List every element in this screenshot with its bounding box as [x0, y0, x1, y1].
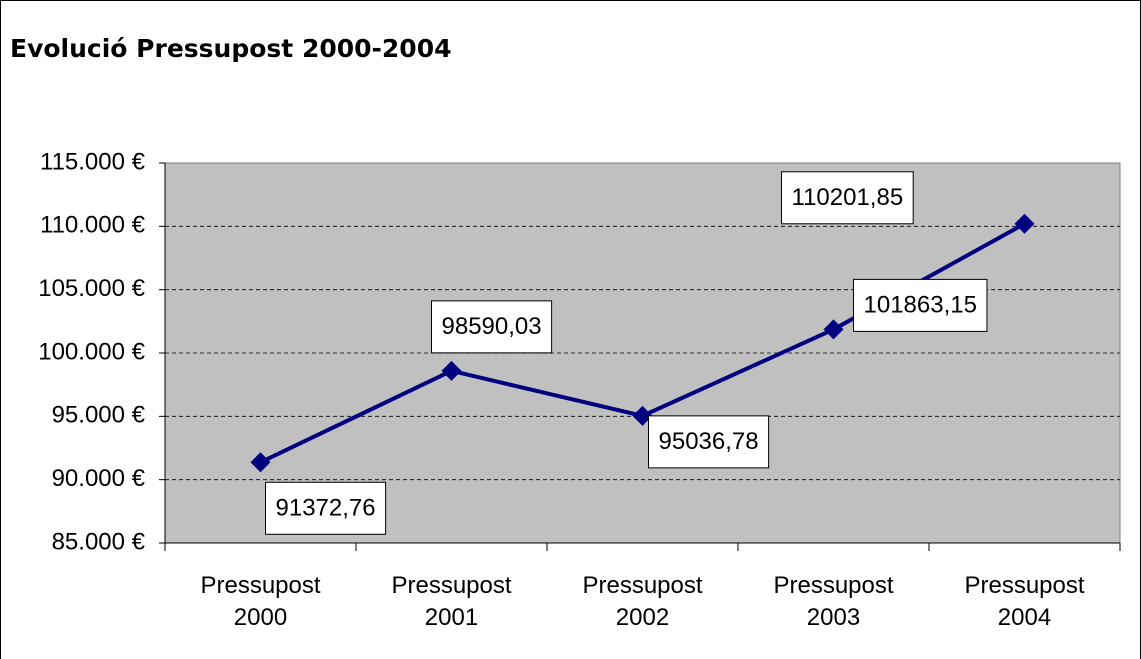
data-label: 110201,85	[792, 184, 904, 211]
chart-title: Evolució Pressupost 2000-2004	[10, 34, 452, 63]
y-tick-label: 90.000 €	[52, 465, 146, 492]
data-label: 91372,76	[276, 495, 376, 522]
y-tick-label: 95.000 €	[52, 402, 146, 429]
x-tick-label: Pressupost 2004	[964, 572, 1085, 631]
data-label-box	[648, 415, 770, 469]
y-tick-label: 100.000 €	[38, 338, 145, 365]
marker	[1014, 213, 1035, 234]
data-label: 98590,03	[442, 313, 542, 340]
marker	[632, 405, 653, 426]
data-label: 95036,78	[659, 428, 759, 455]
data-label-box	[781, 171, 914, 225]
data-label-box	[853, 278, 988, 332]
x-tick-label: Pressupost 2001	[391, 572, 512, 631]
marker	[441, 360, 462, 381]
y-tick-label: 115.000 €	[40, 148, 146, 175]
x-tick-label: Pressupost 2000	[200, 572, 321, 631]
data-label: 101863,15	[864, 292, 977, 319]
x-tick-label: Pressupost 2002	[582, 572, 703, 631]
marker	[250, 452, 271, 473]
marker	[823, 319, 844, 340]
data-label-box	[265, 481, 387, 535]
x-tick-label: Pressupost 2003	[773, 572, 894, 631]
y-tick-label: 110.000 €	[40, 212, 146, 239]
y-tick-label: 105.000 €	[38, 275, 145, 302]
y-tick-label: 85.000 €	[52, 528, 146, 555]
data-label-box	[431, 300, 553, 354]
